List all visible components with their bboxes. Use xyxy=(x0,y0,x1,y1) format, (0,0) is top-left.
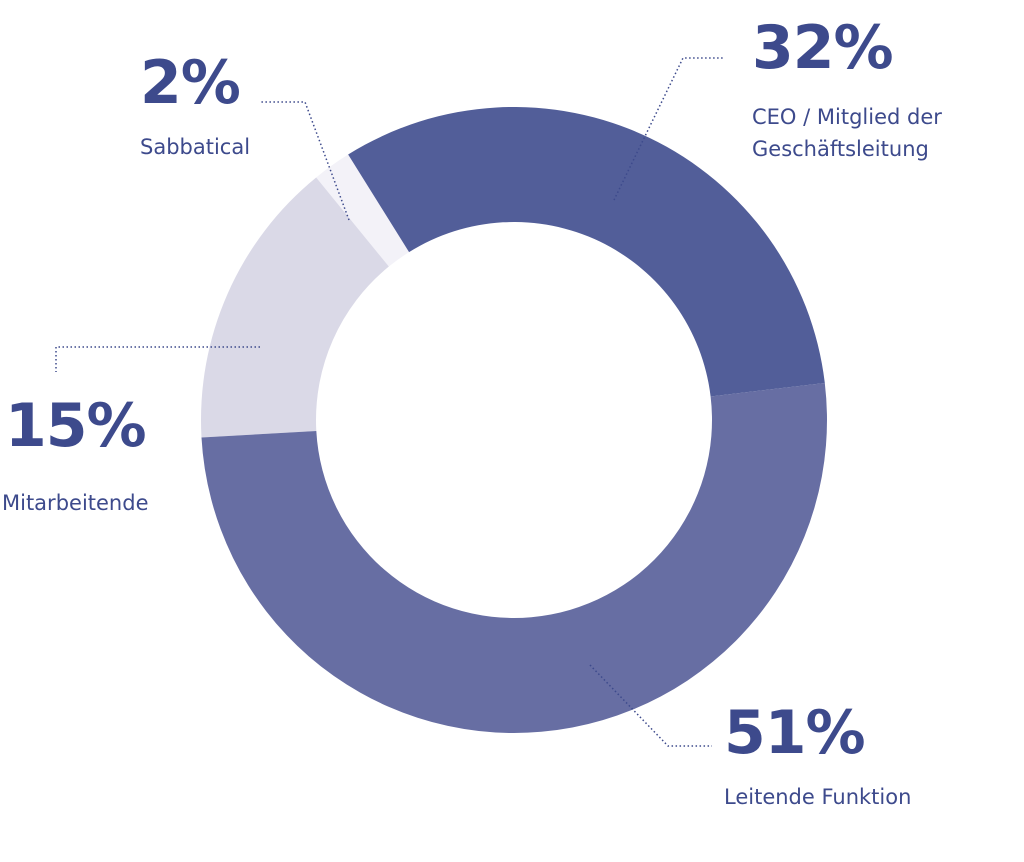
category-label: Sabbatical xyxy=(140,135,251,159)
value-label: 32% xyxy=(752,13,894,83)
value-label: 15% xyxy=(5,391,147,461)
leader-line xyxy=(589,664,712,747)
category-label: Mitarbeitende xyxy=(2,491,149,515)
donut-segment xyxy=(348,107,825,397)
donut-segment xyxy=(201,382,827,733)
category-label: CEO / Mitglied der Geschäftsleitung xyxy=(752,105,942,161)
leader-line xyxy=(613,57,723,201)
donut-segment xyxy=(201,177,389,438)
leader-line xyxy=(55,346,260,372)
value-label: 2% xyxy=(140,48,241,118)
category-label: Leitende Funktion xyxy=(724,785,912,809)
value-label: 51% xyxy=(724,698,866,768)
donut-segment xyxy=(316,154,410,267)
